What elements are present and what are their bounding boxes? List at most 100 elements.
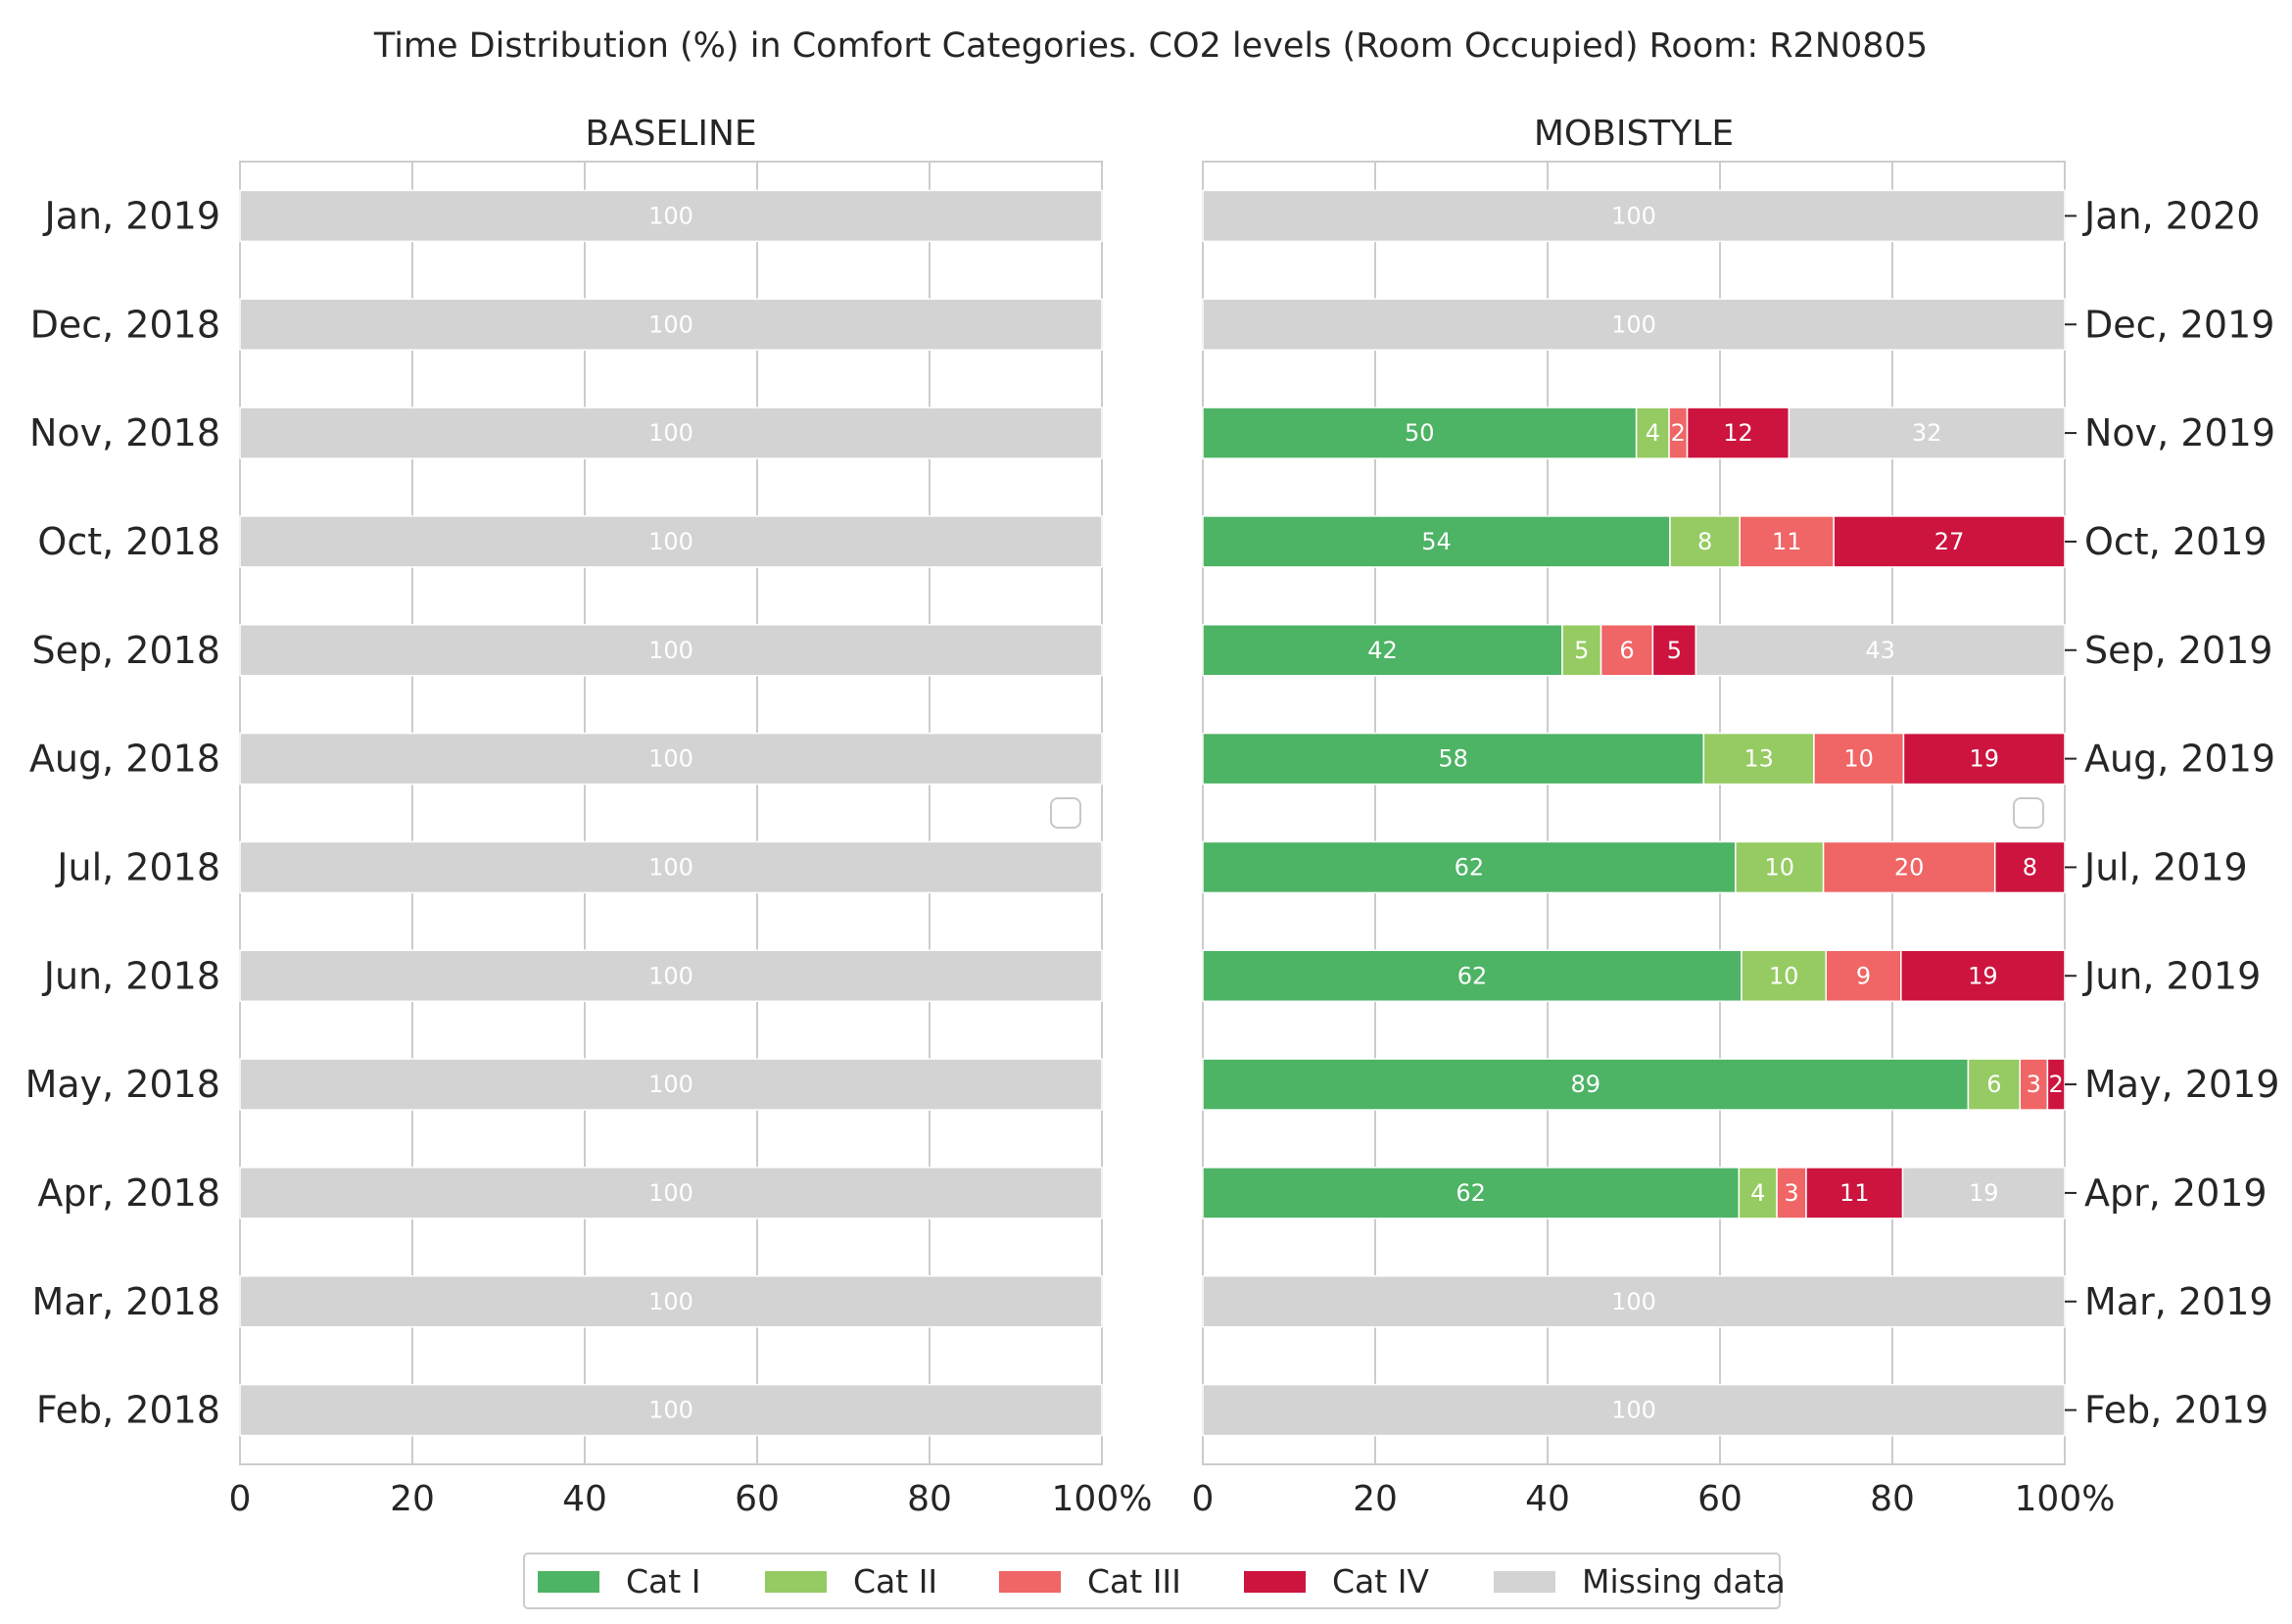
x-tick-label: 40 (562, 1479, 607, 1519)
legend-item-cat-ii: Cat II (765, 1562, 937, 1600)
data-label: 62 (1457, 962, 1488, 989)
y-tick-label: Aug, 2019 (2084, 738, 2275, 781)
bar-segment-cat-iv (1686, 406, 1791, 459)
data-label: 5 (1667, 637, 1682, 664)
legend-item-cat-iii: Cat III (999, 1562, 1181, 1600)
bar-segment-missing-data (239, 624, 1103, 677)
empty-legend-box (1050, 797, 1081, 829)
legend-label: Cat IV (1332, 1562, 1429, 1600)
data-label: 100 (648, 310, 693, 338)
data-label: 10 (1843, 745, 1874, 773)
y-tick-label: Jul, 2018 (55, 845, 220, 888)
legend-item-cat-i: Cat I (538, 1562, 700, 1600)
x-tick-label: 100% (1052, 1479, 1153, 1519)
data-label: 100 (1611, 1288, 1656, 1315)
x-tick-label: 60 (735, 1479, 780, 1519)
data-label: 19 (1969, 745, 1999, 773)
bar-segment-cat-iv (1902, 732, 2066, 786)
bar-segment-cat-i (1202, 840, 1737, 894)
bar-segment-cat-iv (1805, 1167, 1904, 1219)
y-tick-label: Oct, 2019 (2084, 520, 2268, 563)
data-label: 20 (1894, 853, 1925, 881)
legend-frame (523, 1552, 1781, 1609)
chart-title: Time Distribution (%) in Comfort Categor… (373, 26, 1928, 66)
data-label: 5 (1574, 637, 1589, 664)
plot-frame (1202, 161, 2066, 1465)
y-tick-label: Sep, 2019 (2084, 629, 2273, 672)
data-label: 100 (648, 202, 693, 229)
data-label: 9 (1856, 962, 1871, 989)
y-tick-label: Jun, 2019 (2082, 954, 2261, 997)
legend-label: Cat I (626, 1562, 700, 1600)
data-label: 19 (1969, 1179, 1999, 1207)
data-label: 6 (1619, 637, 1634, 664)
data-label: 100 (648, 637, 693, 664)
data-label: 58 (1438, 745, 1468, 773)
bar-segment-missing-data (239, 1383, 1103, 1437)
bar-segment-cat-ii (1741, 949, 1827, 1002)
plot-frame (239, 161, 1103, 1465)
y-tick-label: Apr, 2018 (37, 1171, 220, 1215)
data-label: 4 (1750, 1179, 1765, 1207)
bar-segment-cat-i (1202, 406, 1638, 459)
bar-segment-missing-data (239, 1275, 1103, 1328)
legend-swatch (765, 1571, 827, 1593)
y-tick-label: Oct, 2018 (37, 520, 220, 563)
panel-title: BASELINE (585, 114, 756, 154)
bar-segment-cat-iv (1651, 624, 1697, 677)
panel-title: MOBISTYLE (1534, 114, 1734, 154)
bar-segment-cat-iv (1833, 515, 2066, 568)
bar-segment-cat-iv (1993, 840, 2066, 894)
y-tick-label: Nov, 2019 (2084, 411, 2275, 454)
data-label: 2 (2049, 1071, 2064, 1098)
bar-segment-cat-ii (1635, 406, 1670, 459)
legend-label: Cat III (1087, 1562, 1181, 1600)
legend: Cat I Cat II Cat III Cat IV Missing data (523, 1552, 1786, 1609)
data-label: 13 (1743, 745, 1774, 773)
y-tick-label: Jun, 2018 (42, 954, 220, 997)
x-tick-label: 60 (1697, 1479, 1743, 1519)
y-tick-label: Mar, 2019 (2084, 1280, 2273, 1323)
data-label: 3 (1784, 1179, 1798, 1207)
data-label: 54 (1421, 528, 1452, 555)
bar-segment-cat-iii (1600, 624, 1654, 677)
legend-label: Missing data (1582, 1562, 1786, 1600)
y-tick-label: Nov, 2018 (29, 411, 220, 454)
x-tick-label: 80 (1870, 1479, 1915, 1519)
x-tick-label: 0 (1192, 1479, 1215, 1519)
data-label: 11 (1839, 1179, 1870, 1207)
bar-segment-cat-i (1202, 1058, 1970, 1111)
data-label: 27 (1934, 528, 1965, 555)
bar-segment-cat-iv (1900, 949, 2066, 1002)
data-label: 42 (1367, 637, 1398, 664)
bar-segment-cat-iii (1776, 1167, 1807, 1219)
bar-segment-missing-data (239, 1058, 1103, 1111)
bar-segment-missing-data (239, 189, 1103, 243)
y-tick-label: May, 2018 (25, 1063, 220, 1106)
bar-segment-cat-ii (1967, 1058, 2021, 1111)
bar-segment-cat-iii (1822, 840, 1996, 894)
y-tick-label: May, 2019 (2084, 1063, 2279, 1106)
legend-swatch (1244, 1571, 1306, 1593)
panel-baseline: BASELINE 100 Jan, 2019 100 Dec, 2018 100 Nov, … (25, 114, 1153, 1519)
y-tick-label: Feb, 2018 (36, 1389, 220, 1432)
bar-segment-cat-iii (1813, 732, 1905, 786)
data-label: 32 (1912, 419, 1942, 447)
data-label: 3 (2027, 1071, 2041, 1098)
bar-segment-missing-data (1202, 298, 2066, 351)
y-tick-label: Dec, 2018 (30, 303, 220, 346)
data-label: 100 (648, 528, 693, 555)
data-label: 100 (648, 853, 693, 881)
bar-segment-missing-data (239, 732, 1103, 786)
y-tick-label: Jan, 2020 (2082, 194, 2260, 237)
empty-legend-box (2013, 797, 2044, 829)
bar-segment-missing-data (1695, 624, 2066, 677)
legend-label: Cat II (853, 1562, 937, 1600)
data-label: 8 (2023, 853, 2037, 881)
y-tick-label: Dec, 2019 (2084, 303, 2274, 346)
data-label: 100 (1611, 202, 1656, 229)
